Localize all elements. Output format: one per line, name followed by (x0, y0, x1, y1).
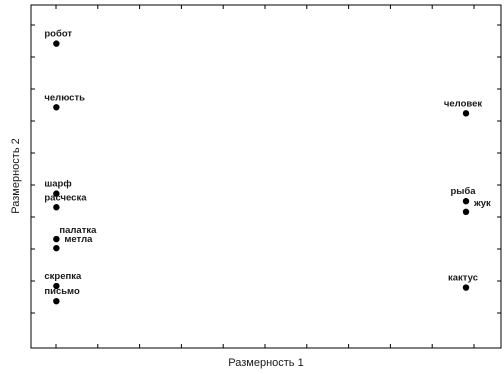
data-points (53, 40, 470, 305)
data-point (462, 197, 470, 205)
point-label: кактус (448, 273, 478, 284)
left-axis-ticks (31, 24, 35, 314)
data-point (462, 208, 470, 215)
point-label: метла (64, 234, 93, 245)
x-axis-title: Размерность 1 (228, 357, 303, 369)
plot-frame (30, 4, 502, 349)
bottom-axis-ticks (55, 344, 475, 348)
y-axis-title: Размерность 2 (10, 138, 22, 213)
data-point (53, 40, 60, 47)
point-label: робот (44, 29, 72, 40)
data-point (53, 190, 60, 197)
point-label: челюсть (44, 92, 85, 103)
data-point (53, 282, 60, 290)
data-point (53, 297, 60, 305)
point-label: рыба (450, 186, 476, 197)
right-axis-ticks (497, 24, 501, 314)
data-point (53, 244, 60, 252)
point-label: расческа (44, 192, 87, 203)
point-label: письмо (44, 286, 80, 297)
point-label: скрепка (44, 271, 82, 282)
data-point (53, 204, 60, 211)
point-label: палатка (59, 225, 97, 236)
point-label: шарф (44, 179, 71, 190)
data-point (53, 104, 60, 111)
point-label: жук (473, 198, 491, 209)
data-point (462, 284, 470, 291)
data-point (53, 235, 60, 243)
top-axis-ticks (55, 5, 475, 9)
point-label: человек (444, 98, 483, 109)
data-point (462, 110, 470, 117)
